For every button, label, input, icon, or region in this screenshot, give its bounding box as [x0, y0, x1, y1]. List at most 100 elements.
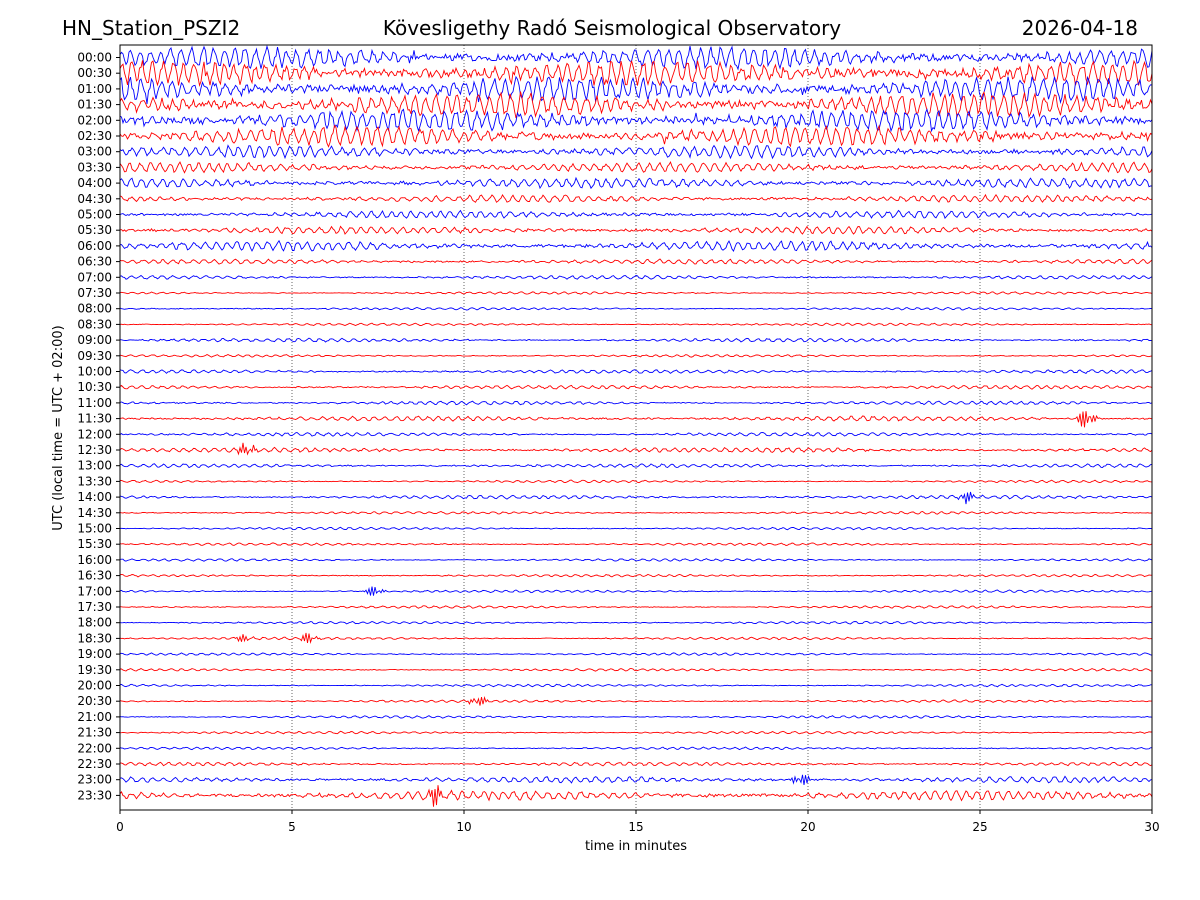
y-tick-label: 07:00 [77, 270, 112, 284]
y-tick-label: 04:30 [77, 192, 112, 206]
trace-1030 [119, 384, 1153, 390]
y-tick-label: 14:30 [77, 506, 112, 520]
trace-0300 [119, 144, 1153, 160]
trace-0800 [119, 306, 1153, 311]
y-tick-label: 04:00 [77, 176, 112, 190]
y-tick-label: 12:00 [77, 427, 112, 441]
trace-0930 [119, 353, 1153, 358]
trace-1200 [119, 432, 1153, 437]
y-tick-label: 23:30 [77, 788, 112, 802]
y-tick-label: 16:30 [77, 569, 112, 583]
y-tick-label: 05:30 [77, 223, 112, 237]
y-tick-label: 12:30 [77, 443, 112, 457]
y-tick-label: 03:30 [77, 160, 112, 174]
y-tick-label: 00:30 [77, 66, 112, 80]
y-tick-label: 22:00 [77, 741, 112, 755]
trace-1230 [119, 442, 1153, 456]
y-tick-label: 10:30 [77, 380, 112, 394]
trace-2000 [119, 683, 1152, 688]
trace-1700 [119, 586, 1153, 596]
y-axis-label: UTC (local time = UTC + 02:00) [51, 325, 66, 530]
y-tick-label: 23:00 [77, 773, 112, 787]
x-tick-label: 15 [628, 820, 643, 834]
y-tick-label: 22:30 [77, 757, 112, 771]
trace-1400 [119, 491, 1153, 505]
x-axis-ticks: 0 5 10 15 20 25 30 [116, 810, 1160, 834]
y-tick-label: 21:00 [77, 710, 112, 724]
trace-1100 [119, 400, 1153, 406]
x-tick-label: 10 [456, 820, 471, 834]
y-tick-label: 20:30 [77, 694, 112, 708]
x-tick-label: 30 [1144, 820, 1159, 834]
x-tick-label: 0 [116, 820, 124, 834]
trace-1300 [119, 463, 1153, 469]
y-tick-label: 07:30 [77, 286, 112, 300]
y-tick-label: 20:00 [77, 679, 112, 693]
y-tick-label: 17:00 [77, 584, 112, 598]
y-tick-label: 00:00 [77, 51, 112, 65]
trace-0100 [119, 75, 1153, 105]
y-tick-label: 02:30 [77, 129, 112, 143]
trace-1800 [119, 620, 1153, 625]
y-tick-label: 02:00 [77, 113, 112, 127]
record-date: 2026-04-18 [1022, 16, 1138, 40]
y-tick-label: 06:00 [77, 239, 112, 253]
y-tick-label: 10:00 [77, 365, 112, 379]
y-tick-label: 18:30 [77, 631, 112, 645]
trace-0430 [119, 193, 1153, 203]
trace-0200 [119, 108, 1153, 133]
y-tick-label: 01:00 [77, 82, 112, 96]
trace-0500 [119, 209, 1153, 219]
trace-0900 [119, 337, 1153, 343]
y-tick-label: 16:00 [77, 553, 112, 567]
trace-1130 [119, 411, 1153, 428]
x-tick-label: 5 [288, 820, 296, 834]
trace-0000 [119, 44, 1153, 71]
y-tick-label: 06:30 [77, 255, 112, 269]
y-tick-label: 08:30 [77, 317, 112, 331]
trace-2130 [119, 730, 1152, 735]
y-tick-label: 19:00 [77, 647, 112, 661]
observatory-title: Kövesligethy Radó Seismological Observat… [383, 16, 841, 40]
trace-0230 [119, 124, 1153, 148]
trace-0630 [119, 258, 1153, 265]
y-tick-label: 13:00 [77, 459, 112, 473]
trace-2100 [119, 715, 1153, 719]
trace-0030 [119, 59, 1153, 87]
y-tick-label: 01:30 [77, 98, 112, 112]
trace-1730 [119, 605, 1153, 609]
trace-1500 [119, 526, 1153, 531]
trace-0400 [119, 176, 1153, 190]
y-tick-label: 17:30 [77, 600, 112, 614]
trace-1830 [119, 632, 1152, 644]
trace-1630 [119, 573, 1152, 578]
trace-2230 [119, 761, 1153, 767]
x-axis-label: time in minutes [585, 839, 687, 854]
trace-2300 [119, 774, 1153, 785]
y-tick-label: 05:00 [77, 208, 112, 222]
trace-2330 [119, 785, 1153, 807]
seismic-traces [119, 44, 1153, 807]
trace-2200 [119, 746, 1153, 751]
trace-2030 [119, 695, 1152, 706]
trace-0830 [119, 322, 1153, 327]
trace-1430 [119, 511, 1153, 515]
station-name: HN_Station_PSZI2 [62, 16, 240, 40]
trace-0700 [119, 274, 1153, 280]
trace-1930 [120, 667, 1153, 672]
trace-1530 [119, 542, 1153, 547]
y-tick-label: 19:30 [77, 663, 112, 677]
y-tick-label: 11:30 [77, 412, 112, 426]
trace-1000 [119, 369, 1153, 375]
trace-0330 [119, 161, 1153, 174]
y-tick-label: 18:00 [77, 616, 112, 630]
trace-1600 [119, 558, 1153, 562]
trace-1900 [119, 652, 1153, 656]
x-tick-label: 25 [972, 820, 987, 834]
y-tick-label: 08:00 [77, 302, 112, 316]
y-tick-label: 14:00 [77, 490, 112, 504]
trace-0600 [119, 239, 1153, 253]
y-tick-label: 13:30 [77, 474, 112, 488]
